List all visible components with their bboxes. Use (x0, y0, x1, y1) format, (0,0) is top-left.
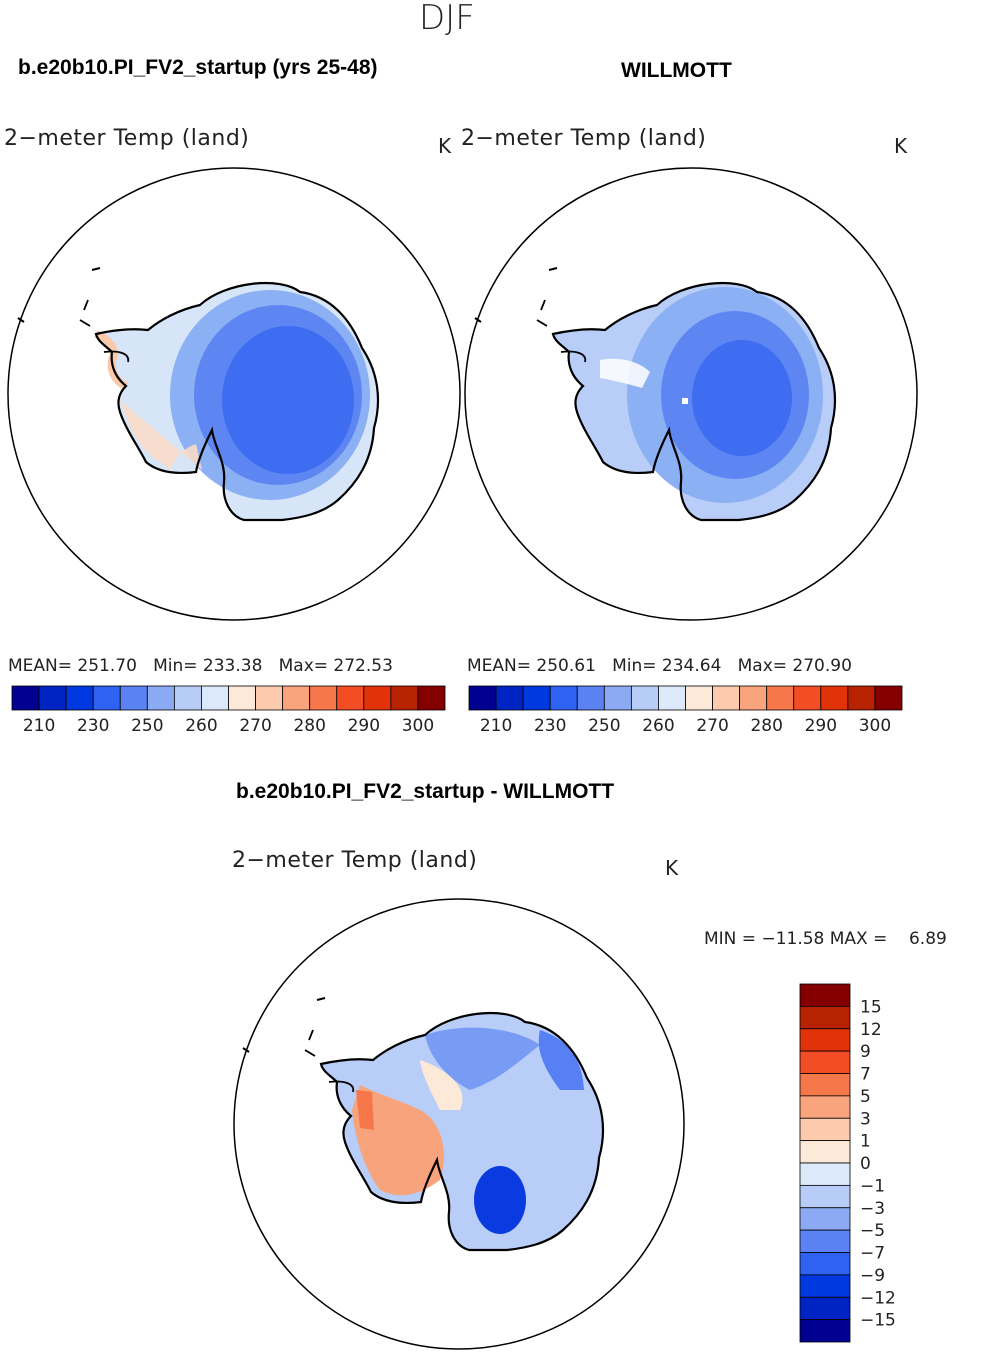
panel-obs-unit: K (894, 134, 908, 158)
colorbar-obs-swatch (603, 685, 632, 711)
colorbar-obs-tick-label: 250 (588, 716, 620, 736)
colorbar-model-tick-label: 290 (348, 716, 380, 736)
panel-diff-stats: MIN = −11.58 MAX = 6.89 (704, 929, 947, 949)
colorbar-obs-swatch (549, 685, 578, 711)
colorbar-obs-tick-label: 210 (480, 716, 512, 736)
colorbar-diff-tick-label: −15 (860, 1311, 896, 1331)
colorbar-obs-swatch (766, 685, 795, 711)
colorbar-obs-tick-label: 300 (859, 716, 891, 736)
colorbar-diff-swatch (799, 1117, 851, 1142)
colorbar-obs-swatch (468, 685, 497, 711)
colorbar-obs-tick-label: 290 (805, 716, 837, 736)
colorbar-obs-swatch (739, 685, 768, 711)
colorbar-diff-tick-label: −1 (860, 1176, 885, 1196)
colorbar-diff-swatch (799, 1050, 851, 1074)
colorbar-diff-swatch (799, 1207, 851, 1231)
colorbar-model-swatch (65, 685, 94, 711)
colorbar-diff-tick-label: −12 (860, 1288, 896, 1308)
colorbar-diff-tick-label: 1 (860, 1132, 871, 1152)
colorbar-model-swatch (390, 685, 419, 711)
colorbar-diff-swatch (799, 1274, 851, 1298)
colorbar-obs-swatch (712, 685, 741, 711)
colorbar-diff-swatch (799, 1095, 851, 1119)
colorbar-diff-tick-label: 12 (860, 1020, 882, 1040)
colorbar-obs-swatch (522, 685, 551, 711)
colorbar-diff-swatch (799, 1073, 851, 1097)
colorbar-diff-swatch (799, 1229, 851, 1253)
panel-diff-variable: 2−meter Temp (land) (232, 848, 478, 873)
colorbar-diff-swatch (799, 1296, 851, 1321)
colorbar-diff-tick-label: −3 (860, 1199, 885, 1219)
colorbar-diff-tick-label: 0 (860, 1154, 871, 1174)
colorbar-obs-swatch (847, 685, 876, 711)
colorbar-diff-swatch (799, 1140, 851, 1164)
panel-diff-unit: K (665, 856, 679, 880)
colorbar-obs-swatch (874, 685, 903, 711)
colorbar-model-tick-label: 230 (77, 716, 109, 736)
colorbar-diff-tick-label: −5 (860, 1221, 885, 1241)
panel-model-unit: K (438, 134, 452, 158)
colorbar-model-swatch (173, 685, 202, 711)
colorbar-model-swatch (38, 685, 67, 711)
colorbar-model-swatch (228, 685, 256, 711)
colorbar-model-tick-label: 210 (23, 716, 55, 736)
colorbar-obs-tick-label: 230 (534, 716, 566, 736)
colorbar-diff: 15 129 753 10−1 −3−5 −7−9−12 −15 (799, 983, 896, 1343)
colorbar-model-swatch (282, 685, 311, 711)
colorbar-diff-swatch (799, 1028, 851, 1052)
colorbar-obs: 210 230 250 260 270 280 290 300 (468, 685, 903, 736)
colorbar-obs-tick-label: 270 (696, 716, 728, 736)
colorbar-model-swatch (309, 685, 338, 711)
colorbar-obs-swatch (658, 685, 686, 711)
colorbar-model: 210 230 250 260 270 280 290 300 (11, 685, 446, 736)
colorbar-diff-tick-label: 9 (860, 1042, 871, 1062)
colorbar-model-swatch (11, 685, 40, 711)
colorbar-obs-tick-label: 280 (750, 716, 782, 736)
panel-obs-stats: MEAN= 250.61 Min= 234.64 Max= 270.90 (467, 656, 852, 676)
colorbar-diff-swatch (799, 1319, 851, 1343)
colorbar-diff-tick-label: 5 (860, 1087, 871, 1107)
colorbar-obs-tick-label: 260 (642, 716, 674, 736)
colorbar-diff-swatch (799, 1252, 851, 1276)
map-diff (233, 898, 685, 1350)
colorbar-diff-tick-label: 15 (860, 997, 882, 1017)
colorbar-obs-swatch (685, 685, 713, 711)
map-model (7, 167, 461, 621)
colorbar-model-tick-label: 280 (293, 716, 325, 736)
colorbar-diff-swatch (799, 983, 851, 1007)
colorbar-diff-tick-label: 7 (860, 1065, 871, 1085)
colorbar-model-tick-label: 260 (185, 716, 217, 736)
colorbar-model-tick-label: 250 (131, 716, 163, 736)
colorbar-obs-swatch (793, 685, 822, 711)
colorbar-obs-swatch (630, 685, 659, 711)
colorbar-model-swatch (417, 685, 446, 711)
colorbar-model-tick-label: 270 (239, 716, 271, 736)
colorbar-model-tick-label: 300 (402, 716, 434, 736)
panel-model-title: b.e20b10.PI_FV2_startup (yrs 25-48) (18, 56, 378, 79)
colorbar-model-swatch (336, 685, 365, 711)
colorbar-model-swatch (92, 685, 121, 711)
colorbar-obs-swatch (495, 685, 524, 711)
colorbar-diff-tick-label: −9 (860, 1266, 885, 1286)
colorbar-diff-swatch (799, 1162, 851, 1186)
colorbar-model-swatch (201, 685, 229, 711)
colorbar-diff-swatch (799, 1005, 851, 1030)
colorbar-model-swatch (146, 685, 175, 711)
colorbar-diff-swatch (799, 1184, 851, 1209)
panel-model-variable: 2−meter Temp (land) (4, 126, 250, 151)
panel-obs-variable: 2−meter Temp (land) (461, 126, 707, 151)
season-title: DJF (419, 0, 475, 38)
panel-diff-title: b.e20b10.PI_FV2_startup - WILLMOTT (236, 780, 615, 803)
colorbar-obs-swatch (820, 685, 849, 711)
colorbar-model-swatch (119, 685, 148, 711)
colorbar-obs-swatch (576, 685, 605, 711)
colorbar-model-swatch (255, 685, 284, 711)
panel-obs-title: WILLMOTT (621, 59, 732, 82)
colorbar-diff-tick-label: −7 (860, 1244, 885, 1264)
colorbar-model-swatch (363, 685, 392, 711)
panel-model-stats: MEAN= 251.70 Min= 233.38 Max= 272.53 (8, 656, 393, 676)
colorbar-diff-tick-label: 3 (860, 1109, 871, 1129)
map-obs (464, 167, 918, 621)
